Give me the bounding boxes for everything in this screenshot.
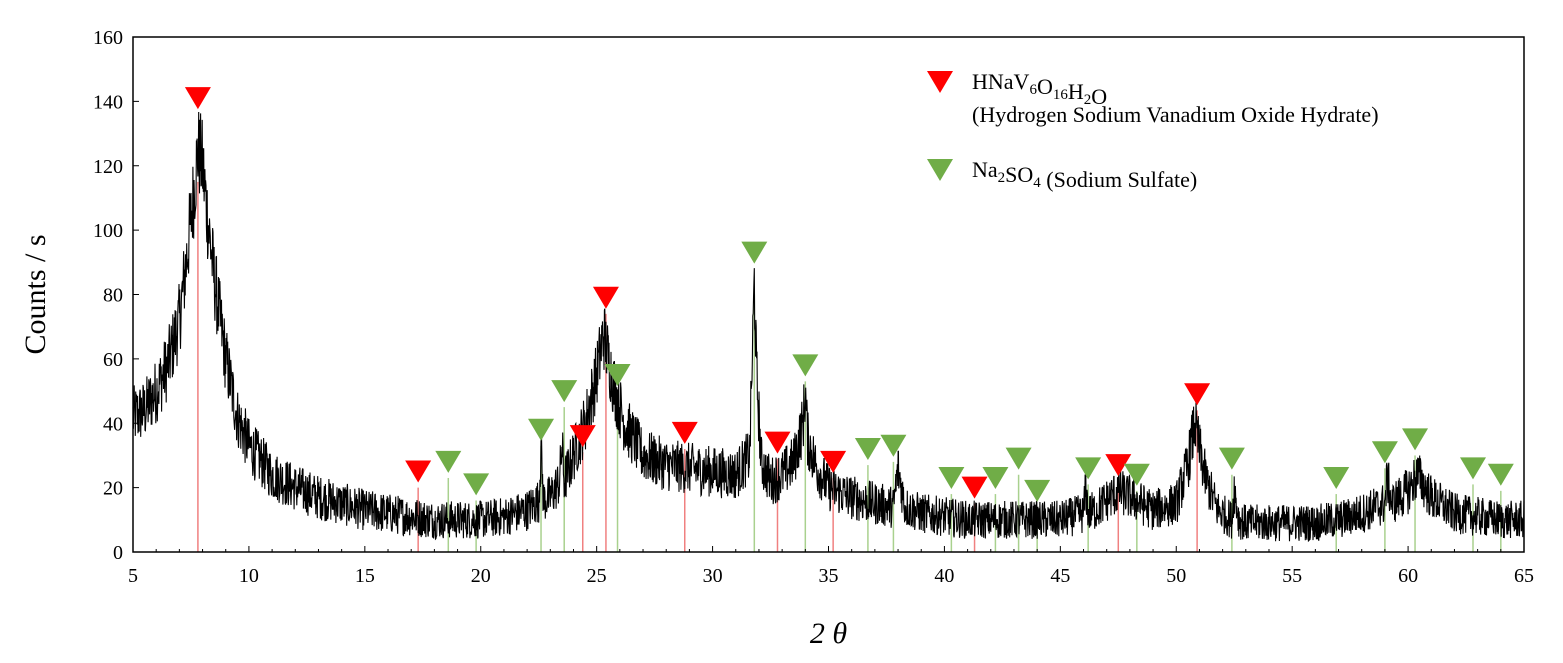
na2so4-legend-label: Na2SO4 (Sodium Sulfate) xyxy=(972,157,1197,192)
na2so4-marker xyxy=(528,418,555,441)
x-tick-label: 15 xyxy=(355,565,375,587)
hnav-marker xyxy=(764,431,791,454)
x-tick-label: 55 xyxy=(1282,565,1302,587)
hnav-marker xyxy=(569,425,596,448)
na2so4-marker xyxy=(741,241,768,264)
x-tick-label: 35 xyxy=(819,565,839,587)
na2so4-marker xyxy=(1487,463,1514,486)
legend-text-part: Na xyxy=(972,157,998,182)
y-tick-label: 20 xyxy=(103,478,123,500)
na2so4-legend-icon xyxy=(927,159,953,181)
legend-text-part: 2 xyxy=(998,170,1006,186)
y-tick-label: 120 xyxy=(93,156,123,178)
na2so4-marker xyxy=(551,380,578,403)
y-axis-ticks: 0 20 40 60 80 100 120 140 160 xyxy=(93,27,139,564)
na2so4-marker xyxy=(1218,447,1245,470)
hnav-marker xyxy=(671,421,698,444)
x-tick-label: 10 xyxy=(239,565,259,587)
hnav-marker xyxy=(592,286,619,309)
y-tick-label: 100 xyxy=(93,220,123,242)
na2so4-marker xyxy=(854,438,881,460)
x-tick-label: 5 xyxy=(128,565,138,587)
x-tick-label: 25 xyxy=(587,565,607,587)
reference-peak-markers xyxy=(184,87,1514,502)
hnav-marker xyxy=(961,476,988,499)
y-tick-label: 160 xyxy=(93,27,123,49)
y-tick-label: 40 xyxy=(103,413,123,435)
y-tick-label: 60 xyxy=(103,349,123,371)
legend-text-part: 16 xyxy=(1053,87,1069,103)
hnav-legend-description: (Hydrogen Sodium Vanadium Oxide Hydrate) xyxy=(972,102,1379,127)
na2so4-marker xyxy=(463,473,490,496)
xrd-trace-group xyxy=(132,111,1525,542)
x-axis-ticks: 5 10 15 20 25 30 35 40 45 50 55 60 65 xyxy=(128,546,1534,587)
na2so4-marker xyxy=(792,354,819,377)
hnav-marker xyxy=(184,87,211,110)
na2so4-marker xyxy=(1402,428,1429,451)
na2so4-marker xyxy=(880,434,907,457)
y-tick-label: 0 xyxy=(113,542,123,564)
x-tick-label: 45 xyxy=(1050,565,1070,587)
na2so4-marker xyxy=(938,466,965,489)
na2so4-marker xyxy=(604,363,631,386)
legend: HNaV6O16H2O(Hydrogen Sodium Vanadium Oxi… xyxy=(927,69,1379,192)
y-axis-title: Counts / s xyxy=(19,234,52,354)
hnav-legend-label: HNaV6O16H2O xyxy=(972,69,1107,109)
xrd-trace xyxy=(132,111,1525,542)
hnav-marker xyxy=(1105,454,1132,477)
x-tick-label: 40 xyxy=(934,565,954,587)
na2so4-marker xyxy=(1459,457,1486,480)
na2so4-marker xyxy=(1371,441,1398,464)
legend-text-part: SO xyxy=(1005,162,1033,187)
legend-text-part: O xyxy=(1037,74,1053,99)
legend-text-part: 6 xyxy=(1029,82,1037,98)
y-tick-label: 140 xyxy=(93,91,123,113)
legend-text-part: (Sodium Sulfate) xyxy=(1041,167,1197,192)
legend-text-part: O xyxy=(1091,84,1107,109)
legend-text-part: H xyxy=(1068,79,1084,104)
x-tick-label: 50 xyxy=(1166,565,1186,587)
x-axis-title: 2 θ xyxy=(810,617,848,650)
x-tick-label: 60 xyxy=(1398,565,1418,587)
na2so4-marker xyxy=(435,450,462,473)
na2so4-marker xyxy=(1123,463,1150,486)
na2so4-marker xyxy=(1024,479,1051,502)
legend-text-part: HNaV xyxy=(972,69,1030,94)
hnav-legend-icon xyxy=(927,71,953,93)
na2so4-marker xyxy=(1323,466,1350,489)
na2so4-marker xyxy=(1005,447,1032,470)
hnav-marker xyxy=(1184,383,1211,406)
legend-text-part: 2 xyxy=(1084,92,1092,108)
hnav-marker xyxy=(405,460,432,483)
hnav-marker xyxy=(820,450,847,473)
na2so4-marker xyxy=(982,466,1009,489)
y-tick-label: 80 xyxy=(103,285,123,307)
x-tick-label: 20 xyxy=(471,565,491,587)
legend-text-part: 4 xyxy=(1033,175,1041,191)
na2so4-marker xyxy=(1075,457,1102,480)
x-tick-label: 30 xyxy=(703,565,723,587)
x-tick-label: 65 xyxy=(1514,565,1534,587)
